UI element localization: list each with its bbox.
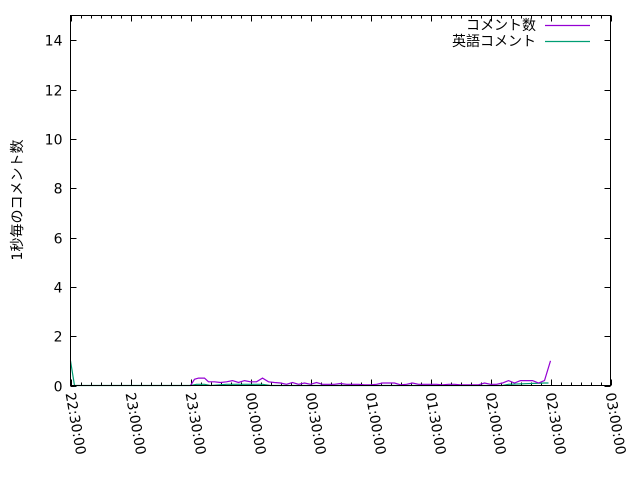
y-tick-label: 2 <box>54 330 63 346</box>
x-tick-label: 00:00:00 <box>242 391 269 456</box>
x-tick-label: 23:30:00 <box>182 391 209 456</box>
y-tick-labels: 0 2 4 6 8 10 12 14 <box>45 34 63 396</box>
y-tick-label: 6 <box>54 232 63 248</box>
x-tick-label: 03:00:00 <box>602 391 629 456</box>
legend-label-comments: コメント数 <box>466 18 536 34</box>
series-line-english <box>69 360 549 387</box>
series-lines <box>69 360 552 387</box>
x-tick-label: 00:30:00 <box>302 391 329 456</box>
x-tick-label: 22:30:00 <box>62 391 89 456</box>
legend: コメント数 英語コメント <box>452 18 590 50</box>
y-tick-label: 10 <box>45 133 63 149</box>
y-tick-label: 0 <box>54 380 63 396</box>
y-tick-label: 14 <box>45 34 63 50</box>
x-tick-label: 23:00:00 <box>122 391 149 456</box>
x-tick-label: 01:30:00 <box>422 391 449 456</box>
x-tick-labels: 22:30:00 23:00:00 23:30:00 00:00:00 00:30:00… <box>62 391 629 456</box>
series-line-comments <box>189 360 552 386</box>
x-tick-label: 02:30:00 <box>542 391 569 456</box>
x-tick-label: 02:00:00 <box>482 391 509 456</box>
legend-label-english: 英語コメント <box>452 33 536 50</box>
y-tick-label: 12 <box>45 84 63 100</box>
y-axis-label: 1秒毎のコメント数 <box>10 140 26 261</box>
y-tick-label: 4 <box>54 281 63 297</box>
x-tick-label: 01:00:00 <box>362 391 389 456</box>
y-tick-label: 8 <box>54 182 63 198</box>
axis-ticks <box>70 15 612 387</box>
plot-border <box>70 15 611 386</box>
